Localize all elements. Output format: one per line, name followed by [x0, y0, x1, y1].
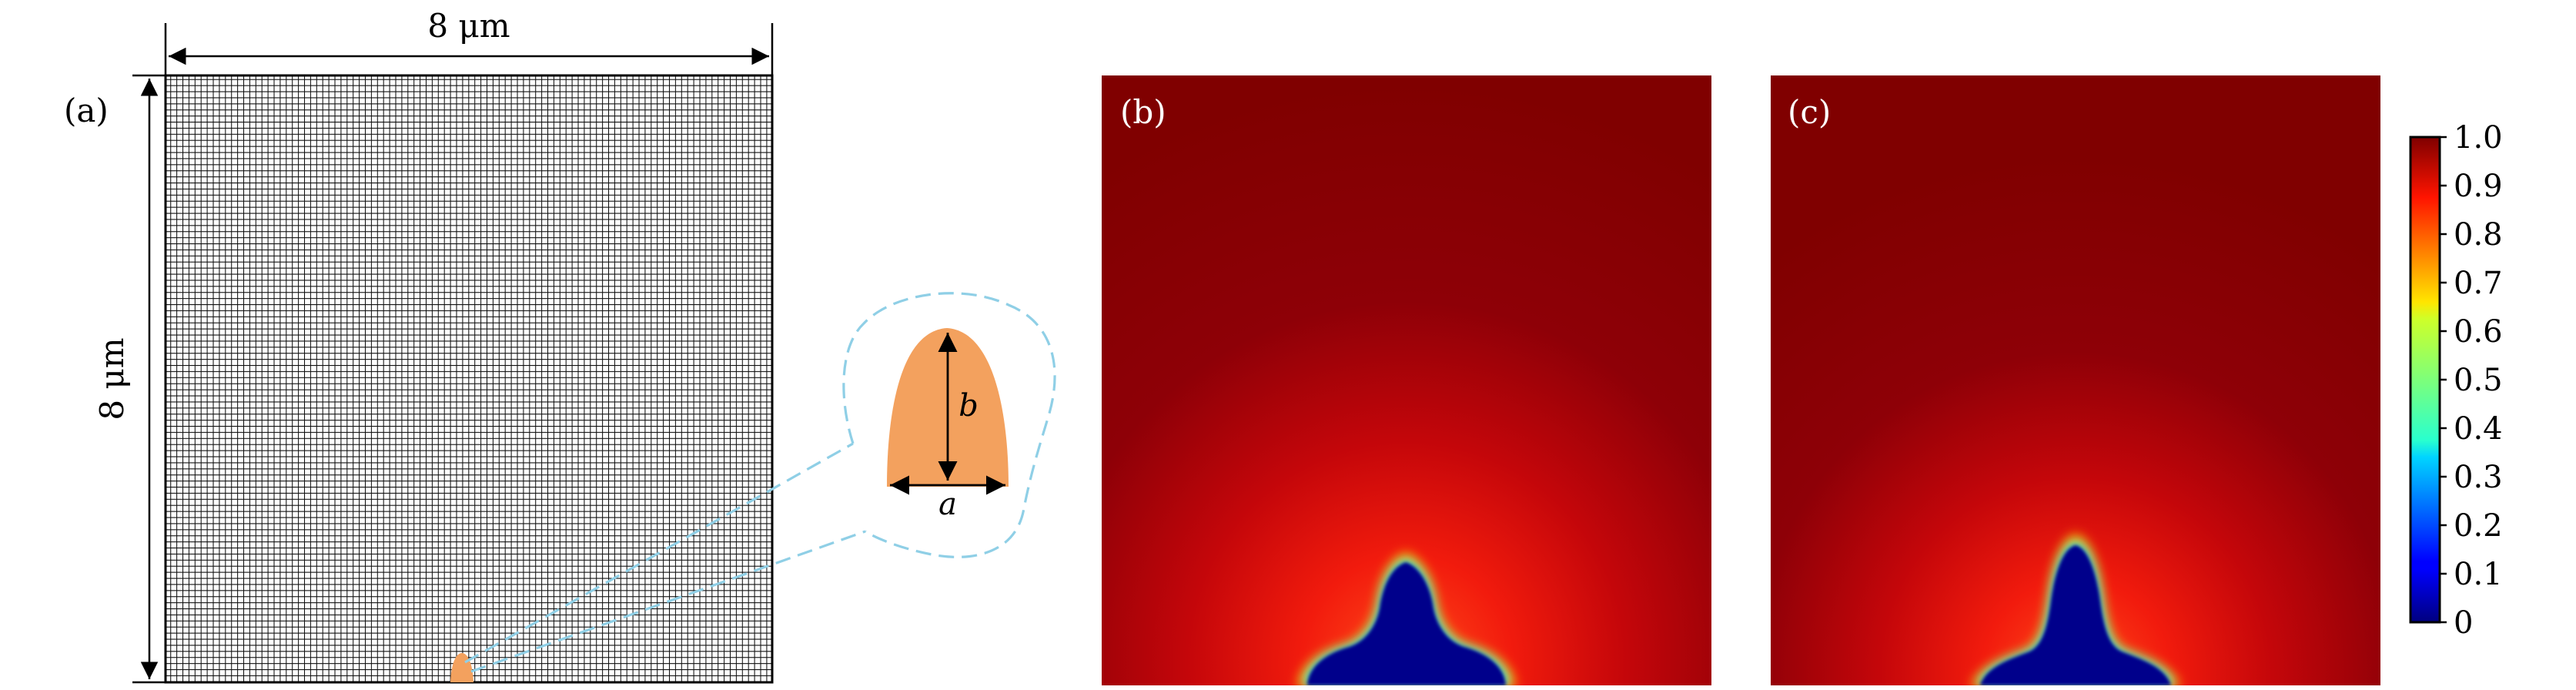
panel-a: (a) 8 μm 8 μm b — [64, 7, 1056, 684]
height-dimension: 8 μm — [93, 74, 166, 684]
colorbar-tick-label: 0 — [2454, 605, 2473, 641]
colorbar-tick-label: 0.1 — [2454, 557, 2503, 592]
colorbar-tick-label: 0.7 — [2454, 266, 2503, 301]
width-dimension-label: 8 μm — [427, 7, 510, 45]
seed-inset: b a — [887, 328, 1009, 522]
panel-c-dendrite — [1972, 534, 2179, 685]
callout-lines — [464, 292, 1056, 673]
inset-height-symbol: b — [958, 388, 979, 424]
colorbar-gradient — [2409, 136, 2441, 624]
colorbar: 1.0 0.9 0.8 0.7 0.6 0.5 0.4 0.3 0.2 0.1 0 — [2409, 120, 2503, 641]
panel-b: (b) — [1102, 75, 1711, 685]
panel-b-label: (b) — [1120, 93, 1166, 131]
colorbar-tick-label: 1.0 — [2454, 120, 2503, 156]
inset-width-symbol: a — [938, 487, 957, 522]
colorbar-tick-label: 0.9 — [2454, 169, 2503, 204]
panel-b-dendrite — [1298, 553, 1515, 685]
panel-c: (c) — [1771, 75, 2380, 685]
colorbar-tick-label: 0.6 — [2454, 314, 2503, 350]
width-dimension: 8 μm — [164, 7, 774, 75]
computational-mesh — [164, 74, 774, 684]
colorbar-tick-label: 0.5 — [2454, 363, 2503, 398]
height-dimension-label: 8 μm — [93, 337, 131, 420]
colorbar-tick-label: 0.8 — [2454, 217, 2503, 253]
colorbar-tick-label: 0.2 — [2454, 508, 2503, 544]
colorbar-ticks: 1.0 0.9 0.8 0.7 0.6 0.5 0.4 0.3 0.2 0.1 0 — [2440, 120, 2503, 641]
colorbar-tick-label: 0.3 — [2454, 460, 2503, 495]
colorbar-tick-label: 0.4 — [2454, 411, 2503, 447]
panel-c-label: (c) — [1788, 93, 1831, 131]
panel-a-label: (a) — [64, 92, 109, 129]
